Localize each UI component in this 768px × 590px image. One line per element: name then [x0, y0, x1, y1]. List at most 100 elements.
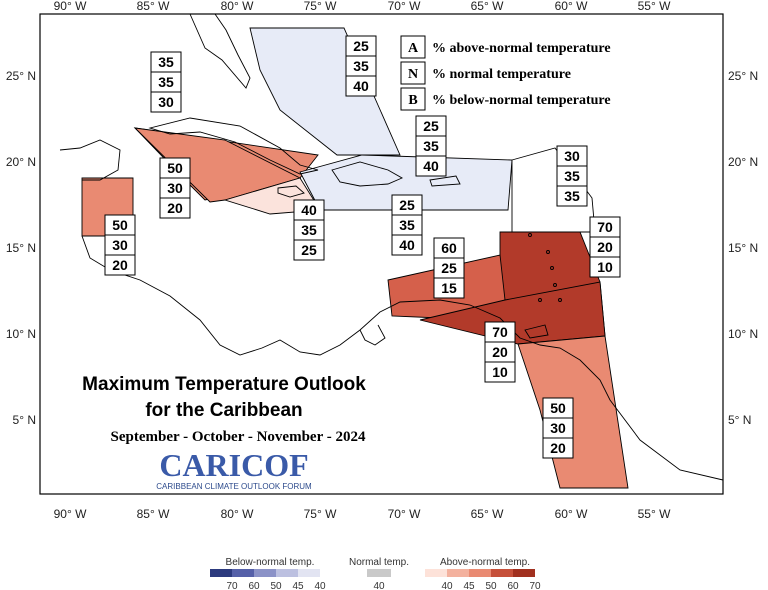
prob-box-northern-antilles: 30 35 35	[556, 145, 588, 207]
caricof-logo-text: CARICOF	[159, 447, 308, 483]
lon-tick: 75° W	[304, 507, 337, 521]
prob-above: 60	[441, 240, 457, 256]
prob-below: 15	[441, 280, 457, 296]
lon-tick: 55° W	[638, 0, 671, 13]
prob-above: 25	[353, 38, 369, 54]
colorbar-swatch	[425, 569, 447, 577]
lon-tick: 60° W	[555, 507, 588, 521]
colorbar-swatch	[513, 569, 535, 577]
lon-tick: 90° W	[54, 0, 87, 13]
prob-box-abc-islands: 60 25 15	[433, 237, 465, 299]
lon-tick: 90° W	[54, 507, 87, 521]
prob-normal: 35	[423, 138, 439, 154]
colorbar-tick: 40	[373, 581, 385, 590]
prob-box-trinidad: 70 20 10	[484, 321, 516, 383]
prob-box-belize: 50 30 20	[104, 214, 136, 276]
prob-above: 70	[597, 219, 613, 235]
colorbar-swatch	[367, 569, 391, 577]
colorbar-swatch	[254, 569, 276, 577]
key-letter: B	[408, 93, 417, 108]
prob-box-jamaica-central: 50 30 20	[159, 157, 191, 219]
prob-box-jamaica-east: 40 35 25	[293, 199, 325, 261]
colorbar-tick: 40	[441, 581, 453, 590]
prob-below: 10	[597, 259, 613, 275]
colorbar-swatch	[210, 569, 232, 577]
lon-ticks-bottom: 90° W 85° W 80° W 75° W 70° W 65° W 60° …	[54, 507, 671, 521]
colorbar-tick: 50	[485, 581, 497, 590]
lon-tick: 70° W	[388, 0, 421, 13]
prob-normal: 35	[564, 168, 580, 184]
prob-normal: 35	[399, 217, 415, 233]
prob-below: 20	[167, 200, 183, 216]
colorbar-swatch	[298, 569, 320, 577]
region-bahamas	[249, 27, 401, 156]
prob-above: 35	[158, 54, 174, 70]
prob-above: 30	[564, 148, 580, 164]
prob-normal: 20	[597, 239, 613, 255]
probability-key: A % above-normal temperature N % normal …	[400, 35, 611, 111]
colorbar-swatch	[276, 569, 298, 577]
key-row-above: A % above-normal temperature	[400, 35, 611, 59]
lon-ticks-top: 90° W 85° W 80° W 75° W 70° W 65° W 60° …	[54, 0, 671, 13]
lon-tick: 80° W	[221, 507, 254, 521]
prob-above: 25	[423, 118, 439, 134]
lat-tick: 25° N	[728, 69, 758, 83]
prob-below: 40	[399, 237, 415, 253]
lon-tick: 80° W	[221, 0, 254, 13]
lat-tick: 25° N	[6, 69, 36, 83]
colorbar-tick: 60	[248, 581, 260, 590]
colorbar-swatch	[469, 569, 491, 577]
colorbar: Below-normal temp. 70 60 50 45 40 Normal tem…	[210, 557, 541, 590]
lat-ticks-left: 25° N 20° N 15° N 10° N 5° N	[6, 69, 36, 427]
key-row-below: B % below-normal temperature	[400, 87, 611, 111]
lon-tick: 60° W	[555, 0, 588, 13]
colorbar-swatch	[491, 569, 513, 577]
prob-above: 50	[167, 160, 183, 176]
prob-normal: 25	[441, 260, 457, 276]
colorbar-tick: 40	[314, 581, 326, 590]
map-title-line1: Maximum Temperature Outlook	[82, 374, 366, 395]
prob-normal: 30	[112, 237, 128, 253]
prob-box-hispaniola-pr: 25 35 40	[391, 194, 423, 256]
lat-tick: 15° N	[728, 241, 758, 255]
colorbar-above-swatches: 40 45 50 60 70	[425, 569, 541, 590]
colorbar-tick: 50	[270, 581, 282, 590]
prob-below: 30	[158, 94, 174, 110]
colorbar-tick: 70	[529, 581, 541, 590]
lat-ticks-right: 25° N 20° N 15° N 10° N 5° N	[728, 69, 758, 427]
prob-above: 25	[399, 197, 415, 213]
map-period: September - October - November - 2024	[111, 429, 366, 445]
key-letter: N	[408, 67, 418, 82]
key-text: % normal temperature	[432, 67, 571, 82]
colorbar-above-label: Above-normal temp.	[440, 557, 530, 568]
key-letter: A	[408, 41, 419, 56]
prob-normal: 30	[167, 180, 183, 196]
key-row-normal: N % normal temperature	[400, 61, 571, 85]
lat-tick: 5° N	[13, 413, 36, 427]
colorbar-normal-swatches: 40	[367, 569, 391, 590]
colorbar-tick: 70	[226, 581, 238, 590]
colorbar-swatch	[447, 569, 469, 577]
lat-tick: 20° N	[728, 155, 758, 169]
prob-normal: 35	[158, 74, 174, 90]
prob-box-bahamas: 25 35 40	[345, 35, 377, 97]
prob-below: 10	[492, 364, 508, 380]
lon-tick: 65° W	[471, 507, 504, 521]
lon-tick: 55° W	[638, 507, 671, 521]
prob-above: 50	[550, 400, 566, 416]
lat-tick: 15° N	[6, 241, 36, 255]
colorbar-swatch	[232, 569, 254, 577]
colorbar-tick: 45	[463, 581, 475, 590]
lat-tick: 10° N	[6, 327, 36, 341]
colorbar-below-swatches: 70 60 50 45 40	[210, 569, 326, 590]
prob-box-guianas: 50 30 20	[542, 397, 574, 459]
region-northern-antilles	[511, 147, 596, 233]
prob-below: 40	[353, 78, 369, 94]
coastlines	[59, 13, 724, 481]
caricof-logo: CARICOF CARIBBEAN CLIMATE OUTLOOK FORUM	[156, 447, 312, 491]
caricof-logo-subtitle: CARIBBEAN CLIMATE OUTLOOK FORUM	[156, 482, 312, 491]
key-text: % below-normal temperature	[432, 93, 611, 108]
prob-box-eastern-caribbean: 70 20 10	[589, 216, 621, 278]
colorbar-below-label: Below-normal temp.	[226, 557, 315, 568]
lon-tick: 85° W	[137, 0, 170, 13]
